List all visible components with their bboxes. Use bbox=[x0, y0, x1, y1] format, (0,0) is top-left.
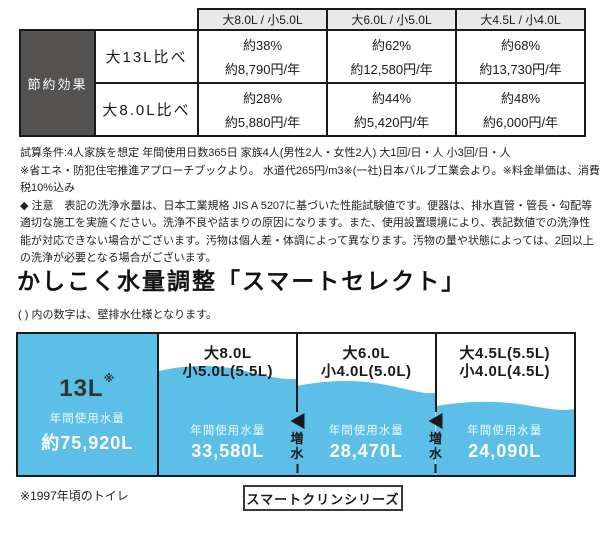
table-cell: 約48% 約6,000円/年 bbox=[455, 82, 586, 137]
table-header-row: 大8.0L / 小5.0L 大6.0L / 小5.0L 大4.5L / 小4.0… bbox=[20, 8, 586, 31]
increase-label: 増水 bbox=[428, 431, 442, 461]
chart-column-4-5l: 増水 大4.5L(5.5L) 小4.0L(4.5L) 年間使用水量 24,090… bbox=[428, 334, 575, 475]
water-wave bbox=[158, 365, 297, 475]
caution-note: ◆ 注意 表記の洗浄水量は、日本工業規格 JIS A 5207に基づいた性能試験… bbox=[20, 199, 594, 265]
savings-effect-label: 節約効果 bbox=[19, 29, 96, 137]
savings-percent: 約38% bbox=[242, 38, 283, 53]
increase-label: 増水 bbox=[290, 431, 304, 461]
table-header-4-5l: 大4.5L / 小4.0L bbox=[455, 8, 586, 31]
savings-cost: 約8,790円/年 bbox=[224, 62, 301, 77]
table-header-6l: 大6.0L / 小5.0L bbox=[326, 8, 457, 31]
column-volume-label: 大6.0L 小4.0L(5.0L) bbox=[297, 345, 436, 381]
increase-arrow-icon bbox=[290, 413, 304, 429]
table-cell: 約44% 約5,420円/年 bbox=[326, 82, 457, 137]
usage-caption: 年間使用水量 bbox=[49, 413, 125, 425]
table-row: 大8.0L比べ 約28% 約5,880円/年 約44% 約5,420円/年 約4… bbox=[20, 82, 586, 137]
flush-small: 小5.0L(5.5L) bbox=[182, 363, 274, 380]
table-cell: 約68% 約13,730円/年 bbox=[455, 29, 586, 84]
usage-value: 24,090L bbox=[468, 441, 542, 461]
chart-body: 13L※ 年間使用水量 約75,920L 大8.0L 小5.0L(5.5L) 年… bbox=[18, 334, 574, 475]
savings-cost: 約13,730円/年 bbox=[479, 62, 562, 77]
annual-usage: 年間使用水量 24,090L bbox=[436, 422, 575, 462]
table-cell: 約62% 約12,580円/年 bbox=[326, 29, 457, 84]
usage-caption: 年間使用水量 bbox=[190, 425, 266, 437]
table-blank-corner bbox=[20, 9, 198, 30]
wall-drainage-note: ( ) 内の数字は、壁排水仕様となります。 bbox=[18, 309, 218, 321]
source-note: ※省エネ・防犯住宅推進アプローチブックより。 水道代265円/m3※(一社)日本… bbox=[20, 164, 600, 195]
increase-arrow-icon bbox=[428, 413, 443, 429]
chart-column-8l: 大8.0L 小5.0L(5.5L) 年間使用水量 33,580L bbox=[156, 334, 298, 475]
chart-column-13l: 13L※ 年間使用水量 約75,920L bbox=[18, 334, 157, 475]
column-volume-label: 大4.5L(5.5L) 小4.0L(4.5L) bbox=[436, 345, 575, 381]
section-heading: かしこく水量調整「スマートセレクト」 bbox=[17, 268, 467, 294]
flush-small: 小4.0L(4.5L) bbox=[459, 363, 551, 380]
usage-value: 33,580L bbox=[191, 441, 265, 461]
flush-small: 小4.0L(5.0L) bbox=[320, 363, 412, 380]
water-wave bbox=[297, 380, 436, 475]
annual-usage: 年間使用水量 33,580L bbox=[159, 422, 298, 462]
usage-value: 約75,920L bbox=[41, 433, 134, 453]
calc-conditions-note: 試算条件:4人家族を想定 年間使用日数365日 家族4人(男性2人・女性2人) … bbox=[20, 147, 511, 159]
savings-cost: 約6,000円/年 bbox=[482, 115, 559, 130]
savings-percent: 約48% bbox=[500, 91, 541, 106]
fine-print-notes: 試算条件:4人家族を想定 年間使用日数365日 家族4人(男性2人・女性2人) … bbox=[20, 145, 600, 268]
footnote-marker: ※ bbox=[103, 373, 116, 385]
divider-dash bbox=[296, 464, 298, 473]
increase-water-marker: 増水 bbox=[290, 413, 305, 473]
table-header-8l: 大8.0L / 小5.0L bbox=[197, 8, 328, 31]
savings-cost: 約5,420円/年 bbox=[353, 115, 430, 130]
savings-cost: 約12,580円/年 bbox=[350, 62, 433, 77]
volume-text: 13L bbox=[59, 375, 104, 402]
annual-usage: 年間使用水量 約75,920L bbox=[18, 410, 157, 455]
row-label-vs-8l: 大8.0L比べ bbox=[94, 82, 199, 137]
usage-caption: 年間使用水量 bbox=[328, 425, 404, 437]
table-cell: 約38% 約8,790円/年 bbox=[197, 29, 328, 84]
row-label-vs-13l: 大13L比べ bbox=[94, 29, 199, 84]
table-row: 節約効果 大13L比べ 約38% 約8,790円/年 約62% 約12,580円… bbox=[19, 29, 586, 137]
series-label-box: スマートクリンシリーズ bbox=[243, 485, 403, 511]
table-cell: 約28% 約5,880円/年 bbox=[197, 82, 328, 137]
chart-column-6l: 増水 大6.0L 小4.0L(5.0L) 年間使用水量 28,470L bbox=[290, 334, 436, 475]
water-wave bbox=[435, 401, 574, 475]
flush-large: 大6.0L bbox=[342, 345, 390, 362]
usage-value: 28,470L bbox=[329, 441, 403, 461]
savings-percent: 約44% bbox=[371, 91, 412, 106]
annual-usage: 年間使用水量 28,470L bbox=[297, 422, 436, 462]
savings-cost: 約5,880円/年 bbox=[224, 115, 301, 130]
column-divider bbox=[296, 334, 298, 412]
usage-caption: 年間使用水量 bbox=[467, 425, 543, 437]
old-toilet-footnote: ※1997年頃のトイレ bbox=[20, 489, 129, 503]
savings-percent: 約68% bbox=[500, 38, 541, 53]
column-divider bbox=[434, 334, 437, 412]
increase-water-marker: 増水 bbox=[428, 413, 443, 473]
column-volume-label: 大8.0L 小5.0L(5.5L) bbox=[159, 345, 298, 381]
column-volume-label: 13L※ bbox=[18, 372, 157, 403]
flush-large: 大8.0L bbox=[203, 345, 252, 362]
savings-percent: 約62% bbox=[371, 38, 412, 53]
savings-table: 大8.0L / 小5.0L 大6.0L / 小5.0L 大4.5L / 小4.0… bbox=[19, 8, 586, 137]
water-usage-chart: 13L※ 年間使用水量 約75,920L 大8.0L 小5.0L(5.5L) 年… bbox=[16, 332, 576, 477]
flush-large: 大4.5L(5.5L) bbox=[459, 345, 551, 362]
savings-percent: 約28% bbox=[242, 91, 283, 106]
divider-dash bbox=[434, 464, 437, 473]
